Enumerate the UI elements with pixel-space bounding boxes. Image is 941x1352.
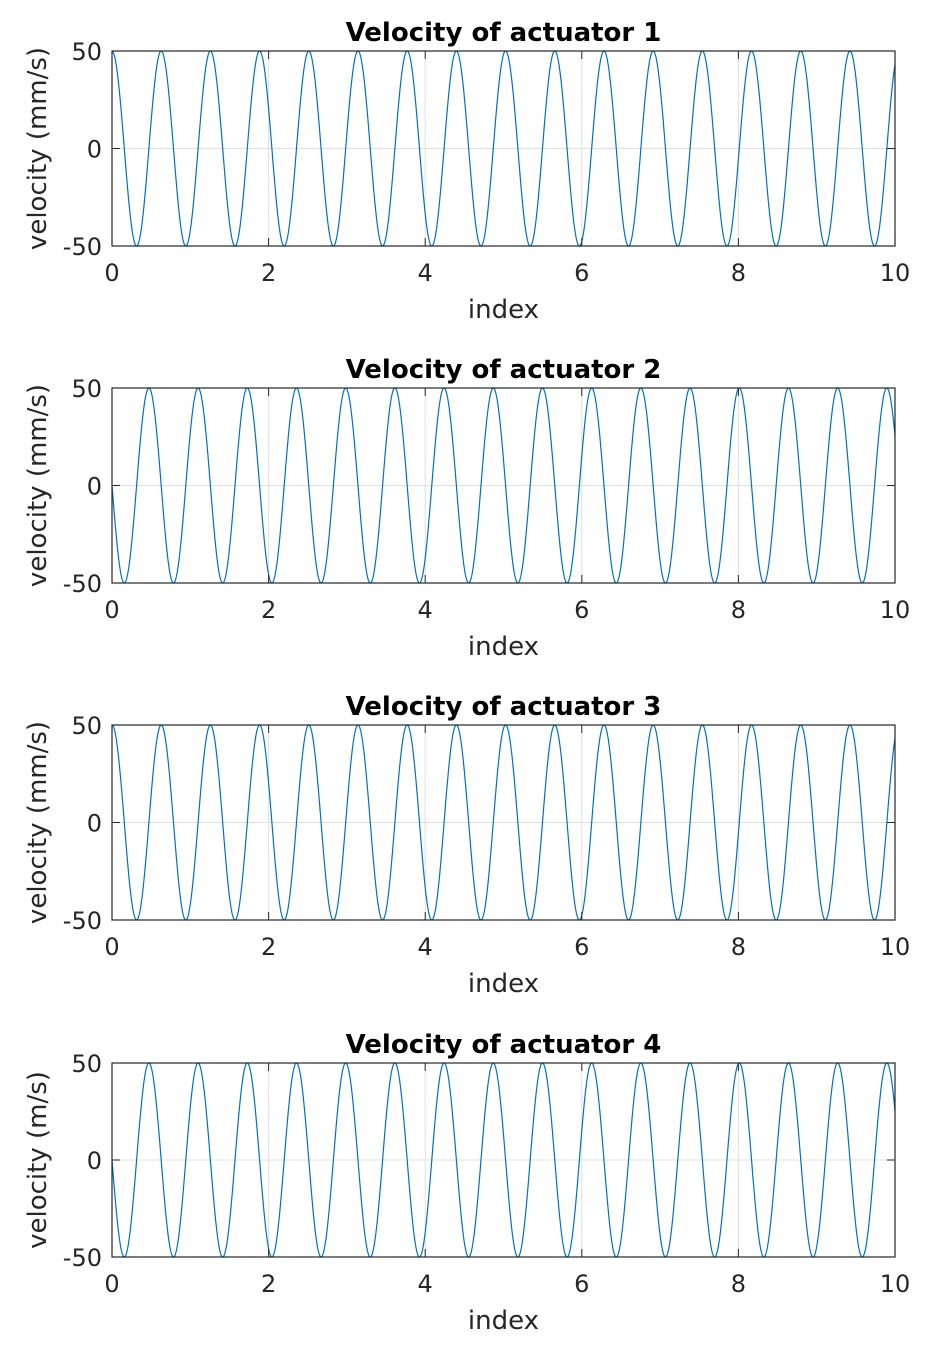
y-axis-label: velocity (mm/s)	[23, 384, 53, 587]
x-tick-label: 10	[880, 259, 911, 287]
y-tick-label: 0	[87, 1147, 102, 1175]
x-tick-label: 4	[418, 933, 433, 961]
y-tick-label: -50	[63, 907, 102, 935]
y-tick-label: 50	[71, 712, 102, 740]
x-tick-label: 4	[418, 596, 433, 624]
y-axis-label: velocity (m/s)	[23, 1071, 53, 1249]
series-line	[111, 724, 896, 921]
y-tick-label: 0	[87, 136, 102, 164]
x-axis-label: index	[468, 295, 539, 325]
series-line	[111, 50, 896, 247]
x-tick-label: 8	[731, 933, 746, 961]
chart-title: Velocity of actuator 4	[346, 1030, 662, 1060]
x-tick-label: 8	[731, 596, 746, 624]
x-tick-label: 0	[104, 933, 119, 961]
chart-title: Velocity of actuator 1	[346, 18, 662, 48]
y-tick-label: 50	[71, 1050, 102, 1078]
x-tick-label: 8	[731, 259, 746, 287]
x-tick-label: 0	[104, 596, 119, 624]
x-tick-label: 4	[418, 259, 433, 287]
y-tick-label: -50	[63, 1244, 102, 1272]
y-axis-label: velocity (mm/s)	[23, 47, 53, 250]
x-tick-label: 10	[880, 596, 911, 624]
x-tick-label: 6	[574, 259, 589, 287]
x-tick-label: 2	[261, 1270, 276, 1298]
x-tick-label: 6	[574, 596, 589, 624]
x-tick-label: 8	[731, 1270, 746, 1298]
y-tick-label: -50	[63, 570, 102, 598]
x-tick-label: 2	[261, 933, 276, 961]
x-axis-label: index	[468, 632, 539, 662]
y-axis-label: velocity (mm/s)	[23, 721, 53, 924]
x-tick-label: 6	[574, 1270, 589, 1298]
y-tick-label: 0	[87, 473, 102, 501]
x-tick-label: 6	[574, 933, 589, 961]
x-tick-label: 2	[261, 596, 276, 624]
x-tick-label: 0	[104, 259, 119, 287]
y-tick-label: 0	[87, 810, 102, 838]
x-axis-label: index	[468, 969, 539, 999]
chart-title: Velocity of actuator 2	[346, 355, 662, 385]
y-tick-label: 50	[71, 375, 102, 403]
x-tick-label: 4	[418, 1270, 433, 1298]
x-tick-label: 0	[104, 1270, 119, 1298]
y-tick-label: 50	[71, 38, 102, 66]
x-tick-label: 10	[880, 1270, 911, 1298]
x-axis-label: index	[468, 1306, 539, 1336]
x-tick-label: 10	[880, 933, 911, 961]
chart-title: Velocity of actuator 3	[346, 692, 662, 722]
y-tick-label: -50	[63, 233, 102, 261]
x-tick-label: 2	[261, 259, 276, 287]
